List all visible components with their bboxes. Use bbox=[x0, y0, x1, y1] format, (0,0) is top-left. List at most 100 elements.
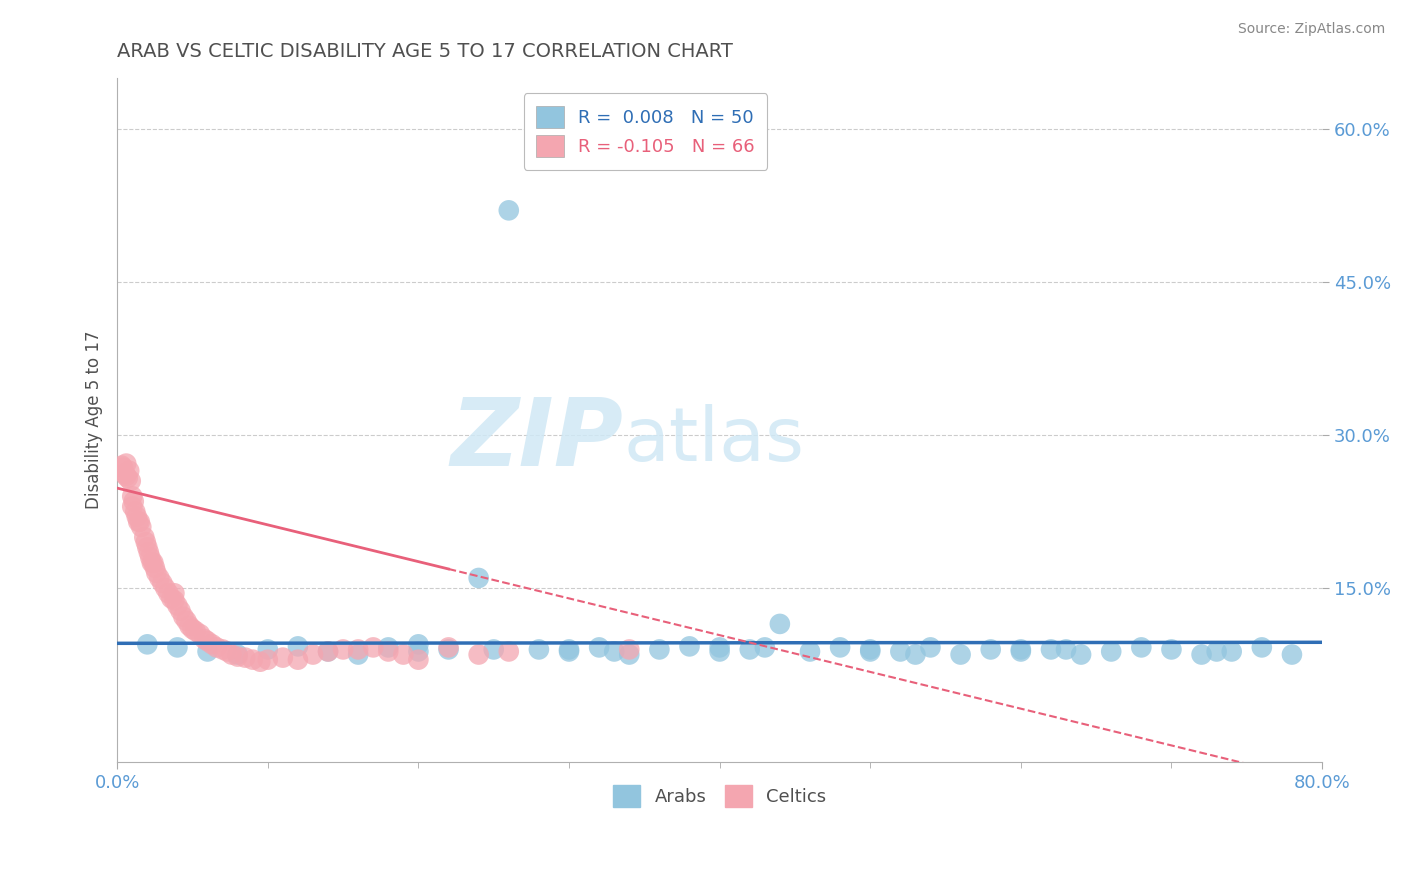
Point bbox=[437, 642, 460, 657]
Point bbox=[226, 648, 249, 662]
Point bbox=[498, 644, 520, 658]
Point bbox=[124, 505, 146, 519]
Point bbox=[949, 648, 972, 662]
Point bbox=[1250, 640, 1272, 655]
Point bbox=[467, 648, 489, 662]
Point bbox=[377, 644, 399, 658]
Point bbox=[1010, 642, 1032, 657]
Point bbox=[128, 515, 150, 529]
Point bbox=[648, 642, 671, 657]
Point bbox=[527, 642, 550, 657]
Point bbox=[211, 642, 233, 657]
Point bbox=[150, 576, 173, 591]
Point bbox=[558, 642, 581, 657]
Point bbox=[127, 515, 149, 529]
Point bbox=[122, 494, 145, 508]
Point bbox=[392, 648, 415, 662]
Point bbox=[920, 640, 942, 655]
Point bbox=[332, 642, 354, 657]
Point bbox=[163, 593, 186, 607]
Point bbox=[738, 642, 761, 657]
Point bbox=[217, 644, 239, 658]
Point bbox=[678, 640, 700, 654]
Point bbox=[361, 640, 384, 655]
Point bbox=[1010, 644, 1032, 658]
Point bbox=[316, 644, 339, 658]
Point bbox=[169, 604, 191, 618]
Point bbox=[1220, 644, 1243, 658]
Point bbox=[1281, 648, 1303, 662]
Point bbox=[256, 653, 278, 667]
Point bbox=[205, 640, 228, 655]
Point bbox=[221, 648, 243, 662]
Point bbox=[115, 468, 138, 483]
Point bbox=[619, 642, 641, 657]
Point bbox=[114, 467, 136, 481]
Point bbox=[176, 614, 198, 628]
Point bbox=[125, 509, 148, 524]
Point bbox=[155, 581, 177, 595]
Point bbox=[117, 471, 139, 485]
Point bbox=[135, 535, 157, 549]
Point bbox=[148, 571, 170, 585]
Point bbox=[172, 609, 194, 624]
Point bbox=[145, 566, 167, 580]
Point bbox=[980, 642, 1002, 657]
Point bbox=[166, 640, 188, 655]
Point bbox=[111, 458, 134, 473]
Point bbox=[1039, 642, 1062, 657]
Point bbox=[799, 644, 821, 658]
Point bbox=[830, 640, 852, 655]
Point bbox=[1191, 648, 1213, 662]
Point bbox=[181, 622, 204, 636]
Point bbox=[193, 632, 215, 647]
Point bbox=[112, 460, 135, 475]
Point bbox=[197, 644, 219, 658]
Point bbox=[437, 640, 460, 655]
Text: Source: ZipAtlas.com: Source: ZipAtlas.com bbox=[1237, 22, 1385, 37]
Point bbox=[118, 464, 141, 478]
Point bbox=[498, 203, 520, 218]
Point bbox=[904, 648, 927, 662]
Point bbox=[121, 489, 143, 503]
Point bbox=[408, 653, 430, 667]
Point bbox=[141, 556, 163, 570]
Point bbox=[160, 591, 183, 606]
Point bbox=[163, 586, 186, 600]
Point bbox=[754, 640, 776, 655]
Point bbox=[709, 644, 731, 658]
Point bbox=[302, 648, 325, 662]
Point bbox=[129, 520, 152, 534]
Point bbox=[115, 457, 138, 471]
Point bbox=[139, 550, 162, 565]
Point bbox=[197, 634, 219, 648]
Point bbox=[316, 644, 339, 658]
Point bbox=[558, 644, 581, 658]
Point bbox=[347, 648, 370, 662]
Point bbox=[249, 655, 271, 669]
Point bbox=[271, 650, 294, 665]
Point bbox=[347, 642, 370, 657]
Point bbox=[1099, 644, 1122, 658]
Point bbox=[408, 644, 430, 658]
Point bbox=[769, 616, 792, 631]
Point bbox=[1160, 642, 1182, 657]
Point bbox=[256, 642, 278, 657]
Point bbox=[889, 644, 911, 658]
Y-axis label: Disability Age 5 to 17: Disability Age 5 to 17 bbox=[86, 330, 103, 509]
Point bbox=[136, 541, 159, 555]
Point bbox=[143, 560, 166, 574]
Point bbox=[188, 627, 211, 641]
Point bbox=[619, 648, 641, 662]
Point bbox=[120, 474, 142, 488]
Point bbox=[136, 637, 159, 651]
Point bbox=[1205, 644, 1227, 658]
Point bbox=[201, 637, 224, 651]
Point bbox=[142, 556, 165, 570]
Point bbox=[467, 571, 489, 585]
Point bbox=[482, 642, 505, 657]
Point bbox=[709, 640, 731, 655]
Point bbox=[184, 624, 207, 638]
Point bbox=[138, 545, 160, 559]
Point bbox=[121, 500, 143, 514]
